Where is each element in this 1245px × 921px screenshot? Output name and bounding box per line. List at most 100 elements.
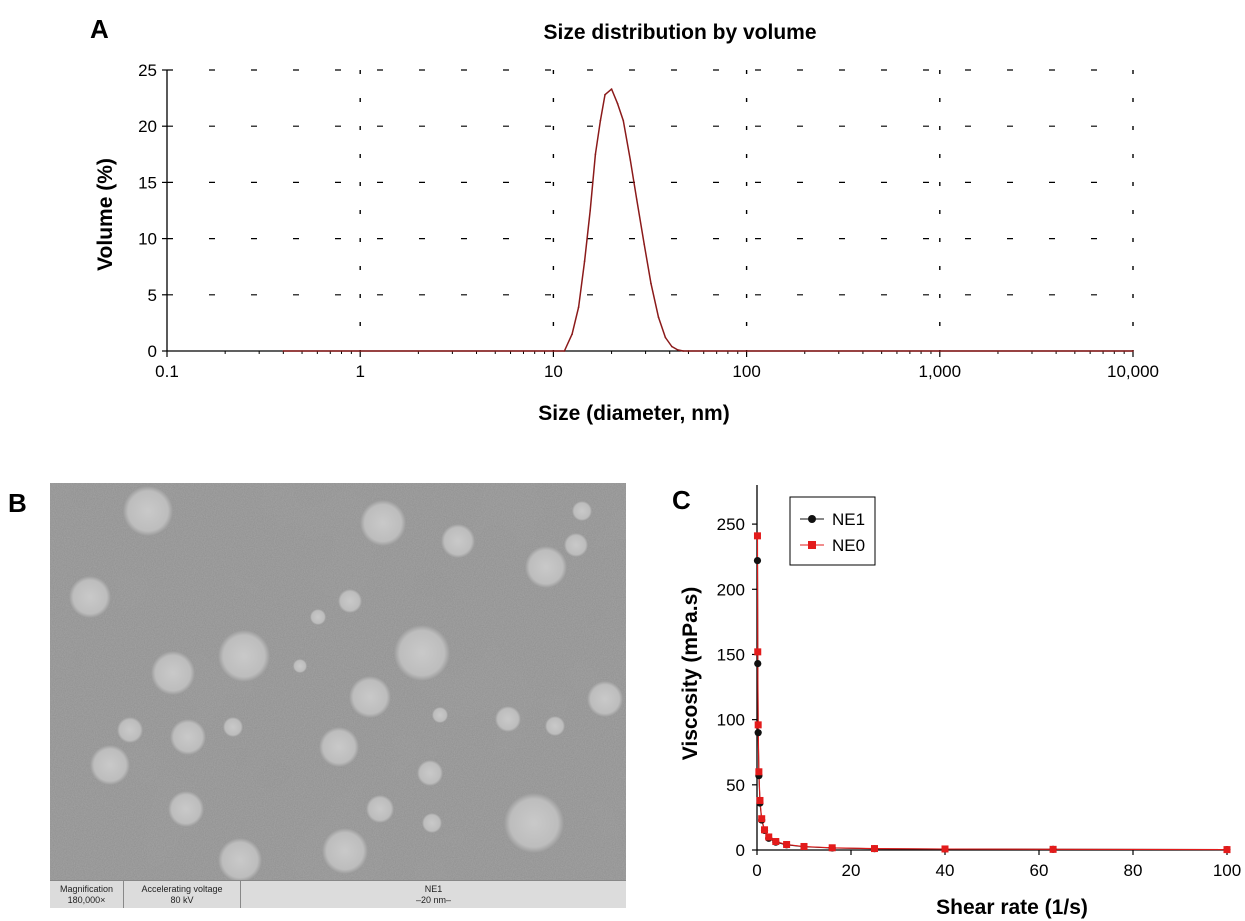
chart-c-point-ne0: [1049, 845, 1057, 853]
viscosity-chart: 0 50 100 150 200 250 0 20 40 60 80 100 Shear rate (1…: [679, 485, 1241, 919]
chart-a-data-point: [650, 282, 652, 285]
chart-c-x-tick-label: 100: [1213, 861, 1241, 880]
chart-c-y-tick-label: 0: [736, 841, 745, 860]
sample-label: NE1: [424, 883, 443, 894]
chart-a-data-point: [635, 198, 638, 201]
tem-micrograph: [50, 483, 626, 908]
chart-a-y-tick-label: 10: [138, 230, 157, 249]
tem-droplet: [349, 676, 391, 718]
chart-a-data-point: [1132, 350, 1134, 352]
tem-droplet: [441, 524, 475, 558]
tem-info-bar: Magnification 180,000× Accelerating volt…: [50, 880, 626, 908]
chart-a-data-point: [629, 159, 632, 161]
tem-droplet: [223, 717, 243, 737]
chart-a-x-tick-label: 0.1: [155, 362, 179, 381]
chart-a-x-tick-label: 1: [355, 362, 364, 381]
chart-c-x-tick-label: 80: [1124, 861, 1143, 880]
chart-c-series-line-ne1: [756, 560, 1228, 851]
chart-c-legend-box: [789, 496, 876, 566]
chart-a-y-tick-label: 25: [138, 61, 157, 80]
scale-bar-text: –20 nm–: [415, 894, 452, 905]
chart-a-data-point: [594, 153, 597, 156]
chart-a-data-point: [682, 350, 685, 352]
tem-sample-cell: NE1 –20 nm–: [241, 881, 626, 908]
chart-c-legend-label-ne0: NE0: [832, 536, 865, 555]
tem-droplet: [525, 546, 567, 588]
chart-a-data-point: [622, 119, 625, 122]
chart-a-y-tick-label: 15: [138, 173, 157, 192]
tem-droplet: [293, 659, 307, 673]
chart-c-point-ne0: [800, 842, 808, 850]
chart-a-data-point: [616, 102, 619, 105]
tem-droplet: [168, 791, 204, 827]
chart-c-x-tick-label: 60: [1030, 861, 1049, 880]
tem-droplet: [495, 706, 521, 732]
chart-a-data-point: [670, 345, 673, 348]
chart-c-y-tick-label: 250: [717, 515, 745, 534]
voltage-value: 80 kV: [170, 894, 194, 905]
chart-c-y-tick-label: 100: [717, 711, 745, 730]
chart-c-point-ne0: [753, 532, 761, 540]
tem-droplet: [422, 813, 442, 833]
chart-c-point-ne0: [828, 844, 836, 852]
chart-c-point-ne1: [754, 659, 762, 668]
chart-a-title: Size distribution by volume: [543, 21, 816, 44]
panel-label-b: B: [8, 488, 27, 518]
chart-a-data-point: [676, 349, 679, 351]
chart-c-point-ne0: [758, 815, 766, 823]
tem-droplet: [417, 760, 443, 786]
tem-droplet: [322, 828, 368, 874]
chart-c-point-ne0: [755, 768, 763, 776]
chart-c-point-ne0: [1223, 846, 1231, 854]
chart-a-data-point: [282, 350, 285, 352]
chart-c-point-ne0: [871, 845, 878, 853]
chart-c-x-tick-label: 0: [752, 861, 761, 880]
chart-c-legend-marker-ne1: [808, 515, 816, 523]
chart-a-data-point: [571, 333, 573, 335]
chart-a-y-tick-label: 5: [148, 286, 157, 305]
tem-magnification-cell: Magnification 180,000×: [50, 881, 124, 908]
chart-c-y-tick-label: 200: [717, 580, 745, 599]
chart-a-data-point: [552, 350, 555, 352]
chart-a-data-point: [687, 350, 690, 352]
chart-a-data-point: [664, 336, 667, 339]
tem-droplet: [117, 717, 143, 743]
chart-c-legend-marker-ne0: [808, 541, 816, 549]
tem-droplet: [394, 625, 450, 681]
chart-c-point-ne1: [754, 729, 762, 737]
chart-c-series-line-ne0: [756, 535, 1228, 851]
tem-droplet: [587, 681, 623, 717]
tem-droplet: [170, 719, 206, 755]
tem-droplet: [504, 793, 564, 853]
tem-droplet: [218, 630, 270, 682]
chart-a-y-tick-label: 0: [148, 342, 157, 361]
chart-c-y-tick-label: 50: [726, 776, 745, 795]
chart-c-point-ne0: [772, 838, 780, 846]
chart-c-point-ne0: [765, 833, 773, 841]
tem-droplet: [123, 486, 173, 536]
tem-droplet: [545, 716, 565, 736]
chart-c-y-tick-label: 150: [717, 645, 745, 664]
magnification-value: 180,000×: [67, 894, 106, 905]
tem-droplet: [90, 745, 130, 785]
chart-a-data-point: [577, 306, 580, 308]
tem-droplet: [69, 576, 111, 618]
tem-droplet: [310, 609, 326, 625]
chart-a-data-point: [657, 316, 660, 319]
chart-a-data-point: [589, 209, 591, 212]
tem-droplet: [572, 501, 592, 521]
tem-droplet: [432, 707, 448, 723]
tem-voltage-cell: Accelerating voltage 80 kV: [124, 881, 241, 908]
tem-droplet: [218, 838, 262, 882]
tem-droplet: [338, 589, 362, 613]
chart-c-point-ne0: [756, 796, 764, 804]
chart-c-point-ne0: [941, 845, 949, 853]
chart-c-x-tick-label: 20: [842, 861, 861, 880]
chart-a-x-tick-label: 100: [732, 362, 760, 381]
chart-a-series-line: [283, 88, 1133, 352]
chart-a-data-point: [583, 260, 586, 262]
tem-droplet: [366, 795, 394, 823]
tem-droplet: [151, 651, 195, 695]
panel-label-a: A: [90, 14, 109, 44]
